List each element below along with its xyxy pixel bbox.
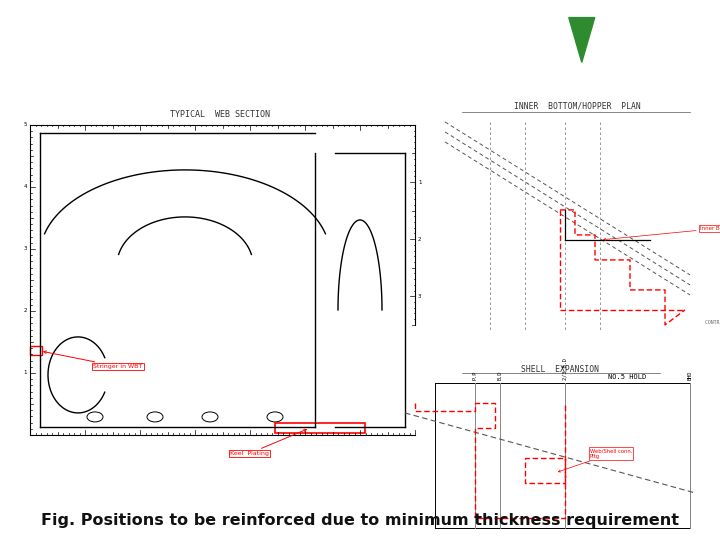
Text: HYUNDAI: HYUNDAI — [599, 18, 675, 33]
Text: BHD: BHD — [688, 370, 693, 380]
Text: 4: 4 — [24, 185, 27, 190]
Text: Web/Shell conn.
Pltg: Web/Shell conn. Pltg — [559, 448, 632, 472]
Text: SHELL  EXPANSION: SHELL EXPANSION — [521, 365, 599, 374]
Text: Keel  Plating: Keel Plating — [230, 429, 307, 456]
Text: 1: 1 — [24, 370, 27, 375]
Text: 3: 3 — [24, 246, 27, 252]
Text: P.P: P.P — [472, 370, 477, 380]
Text: 2: 2 — [418, 237, 421, 242]
Text: Fig. Positions to be reinforced due to minimum thickness requirement: Fig. Positions to be reinforced due to m… — [41, 513, 679, 528]
Text: INNER  BOTTOM/HOPPER  PLAN: INNER BOTTOM/HOPPER PLAN — [513, 102, 640, 111]
Text: 2/3 B.D: 2/3 B.D — [562, 358, 567, 380]
Text: TYPICAL  WEB SECTION: TYPICAL WEB SECTION — [170, 110, 270, 119]
Bar — [30, 346, 42, 355]
Bar — [275, 423, 365, 433]
Text: B.D: B.D — [498, 370, 503, 380]
Text: NO.5 HOLD: NO.5 HOLD — [608, 374, 647, 380]
Text: Inner Bottom: Inner Bottom — [603, 226, 720, 240]
Text: Stringer in WBT: Stringer in WBT — [44, 351, 143, 369]
Text: CONTR.  N°: CONTR. N° — [705, 320, 720, 325]
Text: 2: 2 — [24, 308, 27, 313]
Text: 5: 5 — [24, 123, 27, 127]
Polygon shape — [569, 18, 595, 62]
Text: 1: 1 — [418, 180, 421, 185]
Text: HEAVY INDUSTRIES: HEAVY INDUSTRIES — [599, 53, 672, 62]
Text: 2.  Prescr ipt ive  Rule  Change: 2. Prescr ipt ive Rule Change — [18, 26, 662, 62]
Text: 3: 3 — [418, 294, 421, 299]
